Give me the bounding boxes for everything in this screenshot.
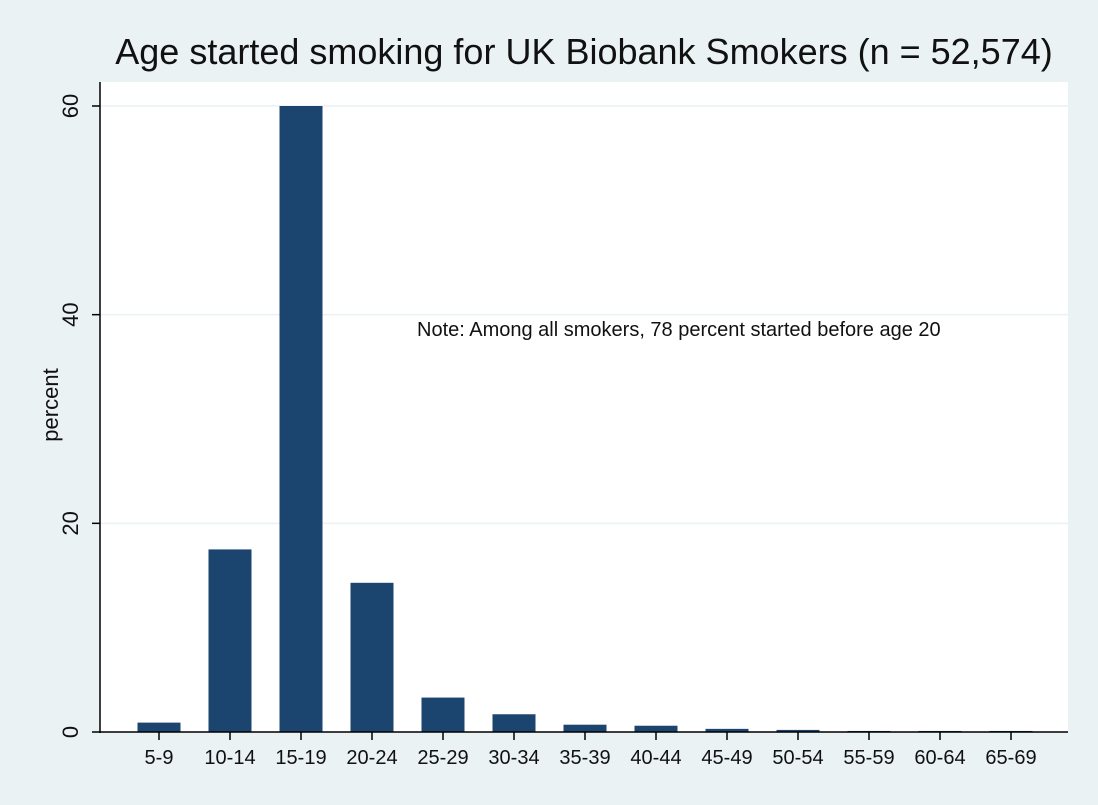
- y-axis-label: percent: [38, 368, 63, 441]
- bars: [137, 106, 1033, 732]
- bar-20-24: [350, 582, 394, 732]
- y-tick-label: 20: [58, 511, 83, 535]
- x-tick-label: 30-34: [488, 747, 539, 769]
- bar-15-19: [279, 106, 323, 732]
- bar-40-44: [634, 725, 678, 732]
- bar-5-9: [137, 722, 181, 732]
- gridlines: [100, 105, 1068, 525]
- x-tick-label: 10-14: [204, 747, 255, 769]
- x-tick-label: 50-54: [772, 747, 823, 769]
- plot-area: [100, 82, 1068, 732]
- x-tick-label: 35-39: [559, 747, 610, 769]
- y-ticks: 0 20 40 60: [58, 94, 100, 738]
- x-tick-label: 15-19: [275, 747, 326, 769]
- y-tick-label: 40: [58, 302, 83, 326]
- y-tick-label: 0: [58, 726, 83, 738]
- x-tick-label: 25-29: [417, 747, 468, 769]
- bar-35-39: [563, 724, 607, 732]
- x-tick-label: 5-9: [145, 747, 174, 769]
- x-tick-label: 55-59: [843, 747, 894, 769]
- bar-10-14: [208, 549, 252, 732]
- x-tick-label: 60-64: [914, 747, 965, 769]
- bar-25-29: [421, 697, 465, 732]
- chart-annotation: Note: Among all smokers, 78 percent star…: [417, 319, 941, 341]
- x-tick-label: 45-49: [701, 747, 752, 769]
- chart-title: Age started smoking for UK Biobank Smoke…: [115, 31, 1052, 72]
- bar-45-49: [705, 728, 749, 732]
- bar-30-34: [492, 714, 536, 732]
- bar-50-54: [776, 729, 820, 732]
- x-tick-label: 20-24: [346, 747, 397, 769]
- x-tick-label: 65-69: [985, 747, 1036, 769]
- x-tick-label: 40-44: [630, 747, 681, 769]
- x-ticks: 5-9 10-14 15-19 20-24 25-29 30-34 35-39 40-44 45…: [145, 732, 1037, 769]
- y-tick-label: 60: [58, 94, 83, 118]
